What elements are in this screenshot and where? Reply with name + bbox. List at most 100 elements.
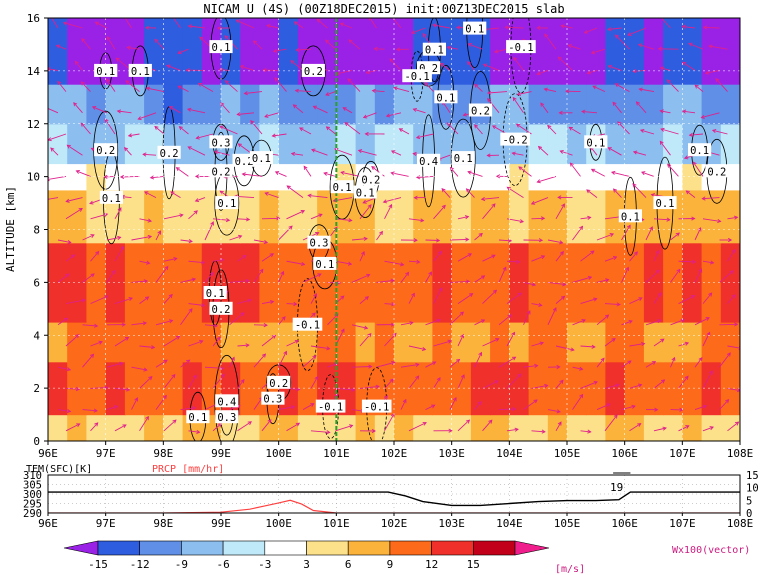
- wind-vector-head: [482, 63, 488, 68]
- wind-vector-head: [657, 319, 662, 324]
- contour-label: 0.2: [96, 145, 115, 157]
- wind-vector: [229, 312, 245, 326]
- wind-vector: [180, 308, 193, 326]
- wind-vector-head: [511, 356, 517, 361]
- wind-vector: [482, 289, 497, 304]
- wind-vector: [425, 361, 436, 368]
- wind-band-cell: [586, 322, 606, 363]
- wind-vector: [155, 320, 173, 326]
- wind-vector-head: [660, 379, 666, 384]
- wind-vector: [131, 322, 147, 326]
- wind-vector: [702, 370, 713, 389]
- wind-vector-head: [73, 102, 78, 107]
- wind-band-cell: [374, 18, 395, 85]
- wind-vector: [286, 303, 297, 305]
- wind-vector-head: [315, 232, 320, 236]
- wind-vector-head: [313, 293, 317, 298]
- wind-vector-head: [122, 424, 127, 429]
- wind-vector: [641, 171, 655, 177]
- wind-band-cell: [336, 84, 357, 125]
- wind-vector: [591, 168, 606, 177]
- wind-vector: [82, 409, 98, 412]
- wind-vector-head: [245, 343, 250, 348]
- wind-vector-head: [323, 171, 328, 176]
- wind-band-cell: [105, 163, 126, 191]
- wind-vector-head: [237, 143, 242, 148]
- wind-vector-head: [680, 318, 685, 323]
- wind-vector: [369, 18, 377, 29]
- wind-vector: [358, 149, 377, 156]
- wind-band-cell: [48, 322, 68, 363]
- wind-vector-head: [685, 190, 690, 195]
- x-tick-label: 103E: [438, 517, 465, 530]
- wind-vector-head: [583, 29, 589, 34]
- wind-vector: [335, 218, 352, 221]
- wind-vector-head: [128, 297, 134, 302]
- contour-label: 0.3: [310, 238, 329, 250]
- contour-line: [300, 45, 326, 97]
- wind-band-cell: [67, 414, 87, 441]
- wind-vector: [229, 280, 249, 283]
- wind-vector-head: [290, 60, 295, 65]
- wind-vector-head: [715, 77, 720, 83]
- wind-band-cell: [144, 361, 164, 416]
- wind-vector-head: [552, 307, 557, 312]
- wind-vector-head: [121, 322, 126, 327]
- wind-vector: [474, 352, 482, 368]
- contour-label-box: [292, 317, 323, 331]
- wind-vector: [688, 43, 704, 50]
- contour-label: 0.3: [263, 394, 282, 406]
- wind-vector-head: [119, 361, 124, 366]
- wind-vector-head: [606, 403, 611, 408]
- wind-vector: [506, 332, 515, 347]
- wind-vector-head: [385, 113, 391, 118]
- wind-band-cell: [624, 123, 645, 165]
- wind-band-cell: [682, 189, 703, 244]
- wind-vector: [400, 322, 413, 326]
- wind-vector-head: [340, 328, 345, 333]
- wind-vector-head: [188, 308, 193, 313]
- wind-vector: [114, 207, 122, 220]
- colorbar-tick-label: 15: [467, 558, 480, 571]
- wind-band-cell: [67, 18, 87, 85]
- wind-vector: [253, 353, 266, 368]
- wind-vector-head: [247, 421, 252, 426]
- wind-vector: [244, 91, 263, 94]
- wind-vector-head: [556, 364, 561, 370]
- wind-vector-head: [224, 35, 229, 40]
- colorbar-swatch: [347, 540, 391, 556]
- wind-band-cell: [336, 123, 357, 165]
- contour-label: 0.2: [304, 66, 323, 78]
- wind-vector-head: [349, 424, 354, 429]
- x-tick-label: 99E: [211, 517, 231, 530]
- wind-vector-head: [170, 13, 173, 17]
- wind-vector: [114, 297, 133, 305]
- contour-label: -0.1: [404, 71, 429, 83]
- wind-vector: [523, 399, 538, 410]
- wind-vector-head: [460, 374, 465, 379]
- temperature-label: TEM(SFC)[K]: [26, 464, 92, 475]
- wind-vector: [694, 405, 707, 411]
- contour-label: 0.2: [707, 166, 726, 178]
- wind-vector: [591, 48, 606, 54]
- wind-vector: [660, 128, 679, 135]
- wind-vector-head: [196, 429, 201, 435]
- wind-band-cell: [163, 322, 184, 363]
- wind-vector-head: [487, 97, 492, 103]
- wind-vector: [204, 366, 224, 369]
- wind-vector-head: [733, 322, 739, 327]
- wind-vector-head: [569, 162, 574, 167]
- wind-vector: [188, 260, 205, 264]
- wind-band-cell: [682, 84, 703, 125]
- wind-band-cell: [86, 414, 107, 441]
- wind-vector-head: [151, 345, 156, 350]
- wind-vector-head: [593, 297, 598, 302]
- wind-vector: [170, 191, 181, 198]
- wind-band-cell: [586, 163, 606, 191]
- wind-band-cell: [394, 414, 414, 441]
- wind-vector: [612, 102, 622, 114]
- wind-vector: [180, 407, 196, 411]
- wind-band-cell: [48, 18, 68, 85]
- wind-vector-head: [655, 269, 660, 274]
- wind-vector-head: [371, 166, 376, 170]
